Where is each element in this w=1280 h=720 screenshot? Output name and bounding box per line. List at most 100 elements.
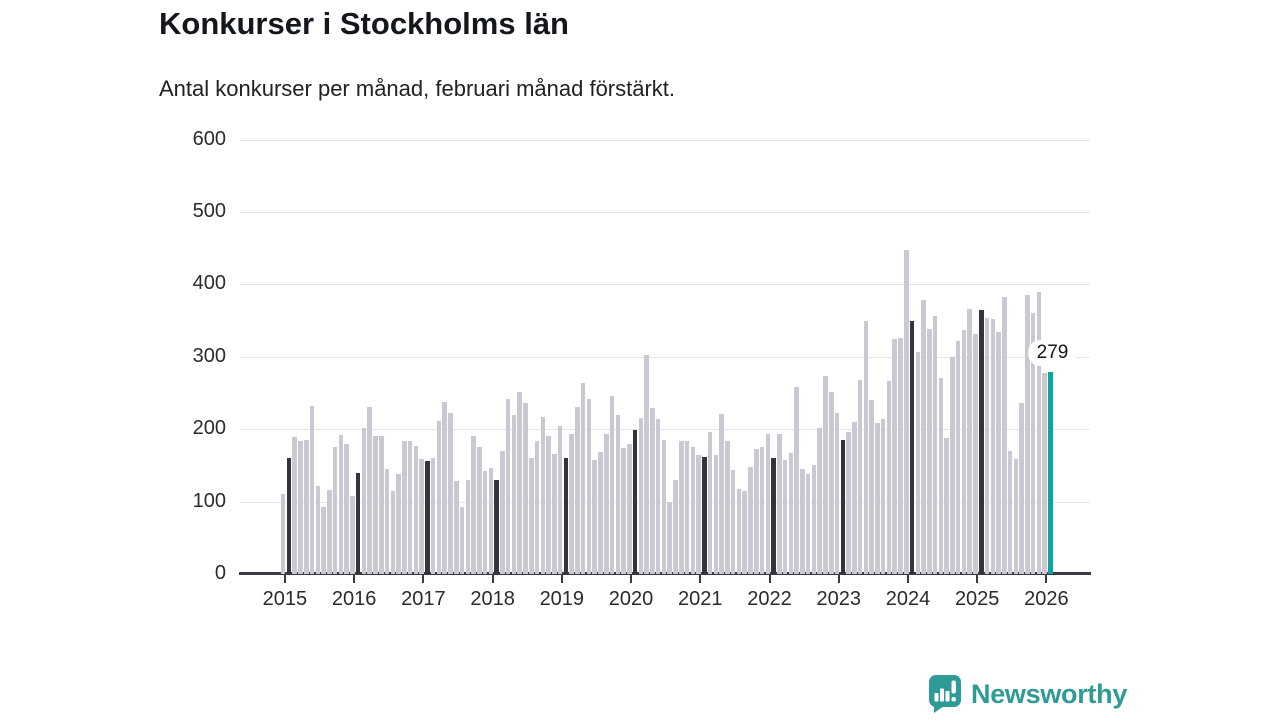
bar-2022-01 bbox=[765, 434, 771, 574]
bar-2021-07 bbox=[730, 469, 736, 574]
bar-2017-01 bbox=[419, 458, 424, 574]
bar-2020-08 bbox=[667, 502, 673, 574]
bar-2016-08 bbox=[390, 491, 396, 574]
bar-2021-04 bbox=[713, 455, 719, 574]
bar-2016-11 bbox=[407, 440, 413, 574]
bar-2021-11 bbox=[753, 449, 759, 574]
x-axis-tick-label: 2023 bbox=[816, 588, 861, 610]
x-axis-tick-label: 2020 bbox=[608, 588, 654, 610]
bar-2020-05 bbox=[650, 408, 655, 574]
bar-2016-10 bbox=[402, 441, 407, 574]
bar-2017-07 bbox=[453, 481, 459, 574]
bar-2023-07 bbox=[869, 400, 874, 574]
bar-2025-11 bbox=[1030, 313, 1036, 574]
bar-2015-12 bbox=[344, 443, 349, 574]
bar-2023-12 bbox=[898, 337, 903, 574]
bar-2026-01 bbox=[1042, 373, 1048, 574]
bar-2019-04 bbox=[575, 406, 580, 574]
bar-2018-02 bbox=[494, 479, 499, 574]
bar-2020-01 bbox=[627, 443, 632, 574]
bar-2017-02 bbox=[425, 461, 430, 574]
y-axis-tick-label: 0 bbox=[214, 562, 226, 584]
bar-2021-09 bbox=[742, 491, 748, 574]
bar-2017-04 bbox=[436, 421, 442, 574]
bar-2024-06 bbox=[932, 316, 938, 574]
bar-2017-05 bbox=[442, 402, 448, 574]
bar-2016-02 bbox=[355, 472, 361, 574]
bar-2015-09 bbox=[327, 489, 332, 574]
bar-2022-07 bbox=[800, 468, 805, 574]
bar-2022-03 bbox=[777, 434, 782, 574]
bar-2017-03 bbox=[430, 458, 436, 574]
bar-2016-12 bbox=[413, 445, 419, 574]
x-axis-tick-label: 2025 bbox=[954, 588, 1000, 610]
x-axis-tick bbox=[630, 575, 633, 583]
bar-2025-10 bbox=[1025, 295, 1030, 574]
bar-2015-01 bbox=[280, 494, 286, 574]
bar-2016-05 bbox=[373, 435, 378, 574]
bar-2017-11 bbox=[477, 447, 482, 574]
bar-2023-04 bbox=[852, 421, 857, 574]
bar-2023-02 bbox=[840, 440, 846, 574]
bar-2015-07 bbox=[315, 485, 321, 574]
bar-2025-04 bbox=[990, 319, 996, 574]
bar-2018-08 bbox=[528, 458, 534, 574]
x-axis-tick-label: 2015 bbox=[262, 588, 308, 610]
bar-2015-03 bbox=[292, 437, 298, 574]
chart-title: Konkurser i Stockholms län bbox=[159, 6, 569, 41]
bar-2021-06 bbox=[725, 441, 730, 574]
bar-2018-10 bbox=[540, 416, 546, 574]
bar-2024-07 bbox=[938, 378, 944, 574]
bar-2024-10 bbox=[955, 340, 961, 574]
newsworthy-logo[interactable]: Newsworthy bbox=[928, 674, 1127, 714]
bar-2018-06 bbox=[517, 392, 523, 574]
bar-2020-02 bbox=[632, 429, 638, 574]
y-axis-tick-label: 600 bbox=[192, 127, 226, 150]
y-axis-tick-label: 100 bbox=[192, 489, 226, 512]
x-axis-tick bbox=[353, 575, 356, 583]
bar-2024-05 bbox=[927, 329, 932, 574]
bar-2019-09 bbox=[603, 433, 609, 574]
bar-2016-03 bbox=[361, 427, 367, 574]
bar-2025-06 bbox=[1002, 296, 1007, 574]
bar-2020-04 bbox=[644, 354, 649, 574]
x-axis-tick bbox=[837, 575, 840, 583]
bar-2022-04 bbox=[782, 459, 788, 574]
bar-2023-06 bbox=[863, 320, 869, 574]
bar-2021-12 bbox=[759, 446, 765, 574]
bar-2024-03 bbox=[915, 352, 921, 574]
y-axis-tick-label: 400 bbox=[192, 272, 226, 295]
bar-2022-12 bbox=[828, 392, 834, 574]
bar-2015-02 bbox=[286, 458, 292, 574]
x-axis-tick-label: 2024 bbox=[885, 588, 931, 610]
x-axis-tick-label: 2019 bbox=[539, 588, 585, 610]
bar-2019-05 bbox=[580, 382, 586, 574]
bar-2015-05 bbox=[303, 440, 309, 574]
bar-2025-02 bbox=[978, 309, 984, 574]
bar-2018-04 bbox=[505, 399, 511, 574]
bar-2021-02 bbox=[702, 456, 707, 574]
bar-2015-10 bbox=[332, 447, 338, 574]
bar-2023-03 bbox=[846, 432, 851, 574]
x-axis-tick-label: 2016 bbox=[331, 588, 377, 610]
bar-2019-03 bbox=[569, 434, 574, 574]
bar-2017-08 bbox=[459, 507, 465, 574]
bar-2019-02 bbox=[563, 458, 569, 574]
bar-2022-09 bbox=[811, 465, 817, 574]
bar-2024-01 bbox=[903, 249, 909, 574]
bar-2020-12 bbox=[690, 446, 696, 574]
y-axis-tick-label: 300 bbox=[192, 344, 226, 367]
x-axis-tick bbox=[699, 575, 702, 583]
x-axis-tick bbox=[768, 575, 771, 583]
bar-2025-07 bbox=[1007, 450, 1013, 574]
bar-2026-02 bbox=[1048, 371, 1053, 574]
bar-2023-08 bbox=[875, 423, 880, 574]
bar-2020-10 bbox=[678, 441, 684, 574]
bar-2021-08 bbox=[736, 488, 742, 574]
bar-2018-07 bbox=[523, 403, 528, 574]
bar-2019-06 bbox=[586, 399, 592, 574]
x-axis-tick bbox=[1045, 575, 1048, 583]
bar-2021-03 bbox=[707, 432, 713, 574]
bar-2017-09 bbox=[465, 479, 471, 574]
bar-2024-02 bbox=[909, 321, 915, 574]
